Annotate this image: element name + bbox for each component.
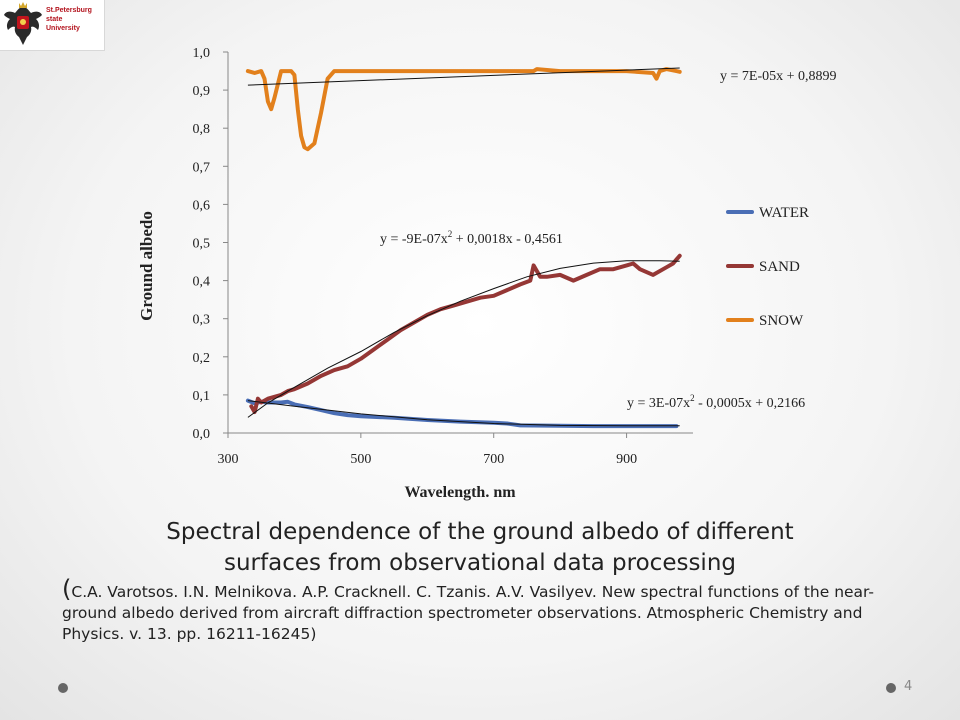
y-tick-label: 0,3 xyxy=(193,313,211,328)
caption-title-line: Spectral dependence of the ground albedo… xyxy=(166,519,794,545)
caption-reference: (C.A. Varotsos. I.N. Melnikova. A.P. Cra… xyxy=(62,577,912,645)
x-tick-label: 300 xyxy=(218,452,239,467)
series-line-water xyxy=(245,398,679,429)
page-number: 4 xyxy=(904,679,913,694)
legend-label-snow: SNOW xyxy=(759,313,804,329)
logo-line: state xyxy=(46,16,63,23)
legend-label-water: WATER xyxy=(759,205,809,221)
logo-line: University xyxy=(46,25,80,32)
y-tick-label: 0,6 xyxy=(193,198,211,213)
y-tick-label: 0,4 xyxy=(193,275,211,290)
caption-open-paren: ( xyxy=(62,575,72,603)
caption-title-line: surfaces from observational data process… xyxy=(223,550,737,576)
caption-reference-text: C.A. Varotsos. I.N. Melnikova. A.P. Crac… xyxy=(62,583,875,643)
series-line-sand xyxy=(249,253,682,414)
trendline-equation: y = -9E-07x2 + 0,0018x - 0,4561 xyxy=(380,229,563,247)
x-tick-label: 500 xyxy=(350,452,371,467)
caption-title: Spectral dependence of the ground albedo… xyxy=(60,517,900,579)
series-line-snow xyxy=(245,67,682,152)
logo-text: St.Petersburg state University xyxy=(46,6,104,33)
left-bullet-dot xyxy=(58,683,68,693)
y-axis-label: Ground albedo xyxy=(137,211,156,321)
y-tick-label: 0,9 xyxy=(193,84,211,99)
y-tick-label: 1,0 xyxy=(193,46,211,61)
right-bullet-dot xyxy=(886,683,896,693)
trendline-equation: y = 3E-07x2 - 0,0005x + 0,2166 xyxy=(627,393,805,411)
double-headed-eagle-emblem xyxy=(4,2,42,45)
x-axis-label: Wavelength. nm xyxy=(404,484,516,501)
logo-line: St.Petersburg xyxy=(46,7,92,14)
x-tick-label: 900 xyxy=(616,452,637,467)
trendline-sand xyxy=(247,260,680,418)
trendline-water xyxy=(247,400,680,427)
legend-label-sand: SAND xyxy=(759,259,800,275)
y-tick-label: 0,0 xyxy=(193,427,211,442)
y-tick-label: 0,8 xyxy=(193,122,211,137)
university-logo: St.Petersburg state University xyxy=(0,0,105,51)
y-tick-label: 0,5 xyxy=(193,237,211,252)
albedo-chart: 0,0 0,1 0,2 0,3 0,4 0,5 0,6 0,7 0,8 0,9 1,0 300 500 7… xyxy=(137,46,837,501)
trendline-equation: y = 7E-05x + 0,8899 xyxy=(720,69,837,84)
y-tick-label: 0,1 xyxy=(193,389,211,404)
trendline-snow xyxy=(247,67,680,86)
x-tick-label: 700 xyxy=(483,452,504,467)
y-tick-label: 0,7 xyxy=(193,160,211,175)
y-tick-label: 0,2 xyxy=(193,351,211,366)
